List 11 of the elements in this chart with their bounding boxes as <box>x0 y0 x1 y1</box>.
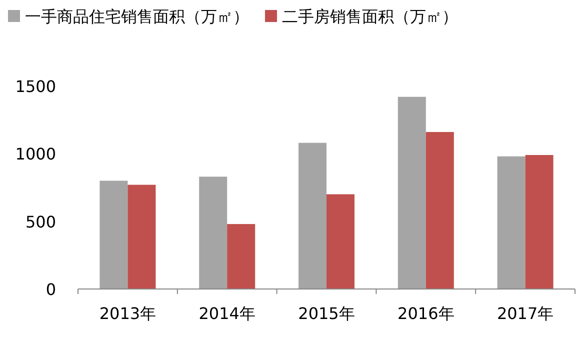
y-tick-label: 0 <box>46 280 56 299</box>
x-tick-label: 2016年 <box>398 304 454 323</box>
x-tick-label: 2015年 <box>298 304 355 323</box>
x-tick-label: 2017年 <box>496 304 554 323</box>
x-tick-label: 2013年 <box>99 304 156 323</box>
y-tick-label: 1500 <box>15 77 56 96</box>
legend-label: 二手房销售面积（万㎡） <box>282 7 458 26</box>
legend-label: 一手商品住宅销售面积（万㎡） <box>25 7 249 26</box>
x-tick-label: 2014年 <box>198 304 256 323</box>
y-tick-label: 500 <box>25 212 56 232</box>
y-tick-label: 1000 <box>15 144 56 164</box>
